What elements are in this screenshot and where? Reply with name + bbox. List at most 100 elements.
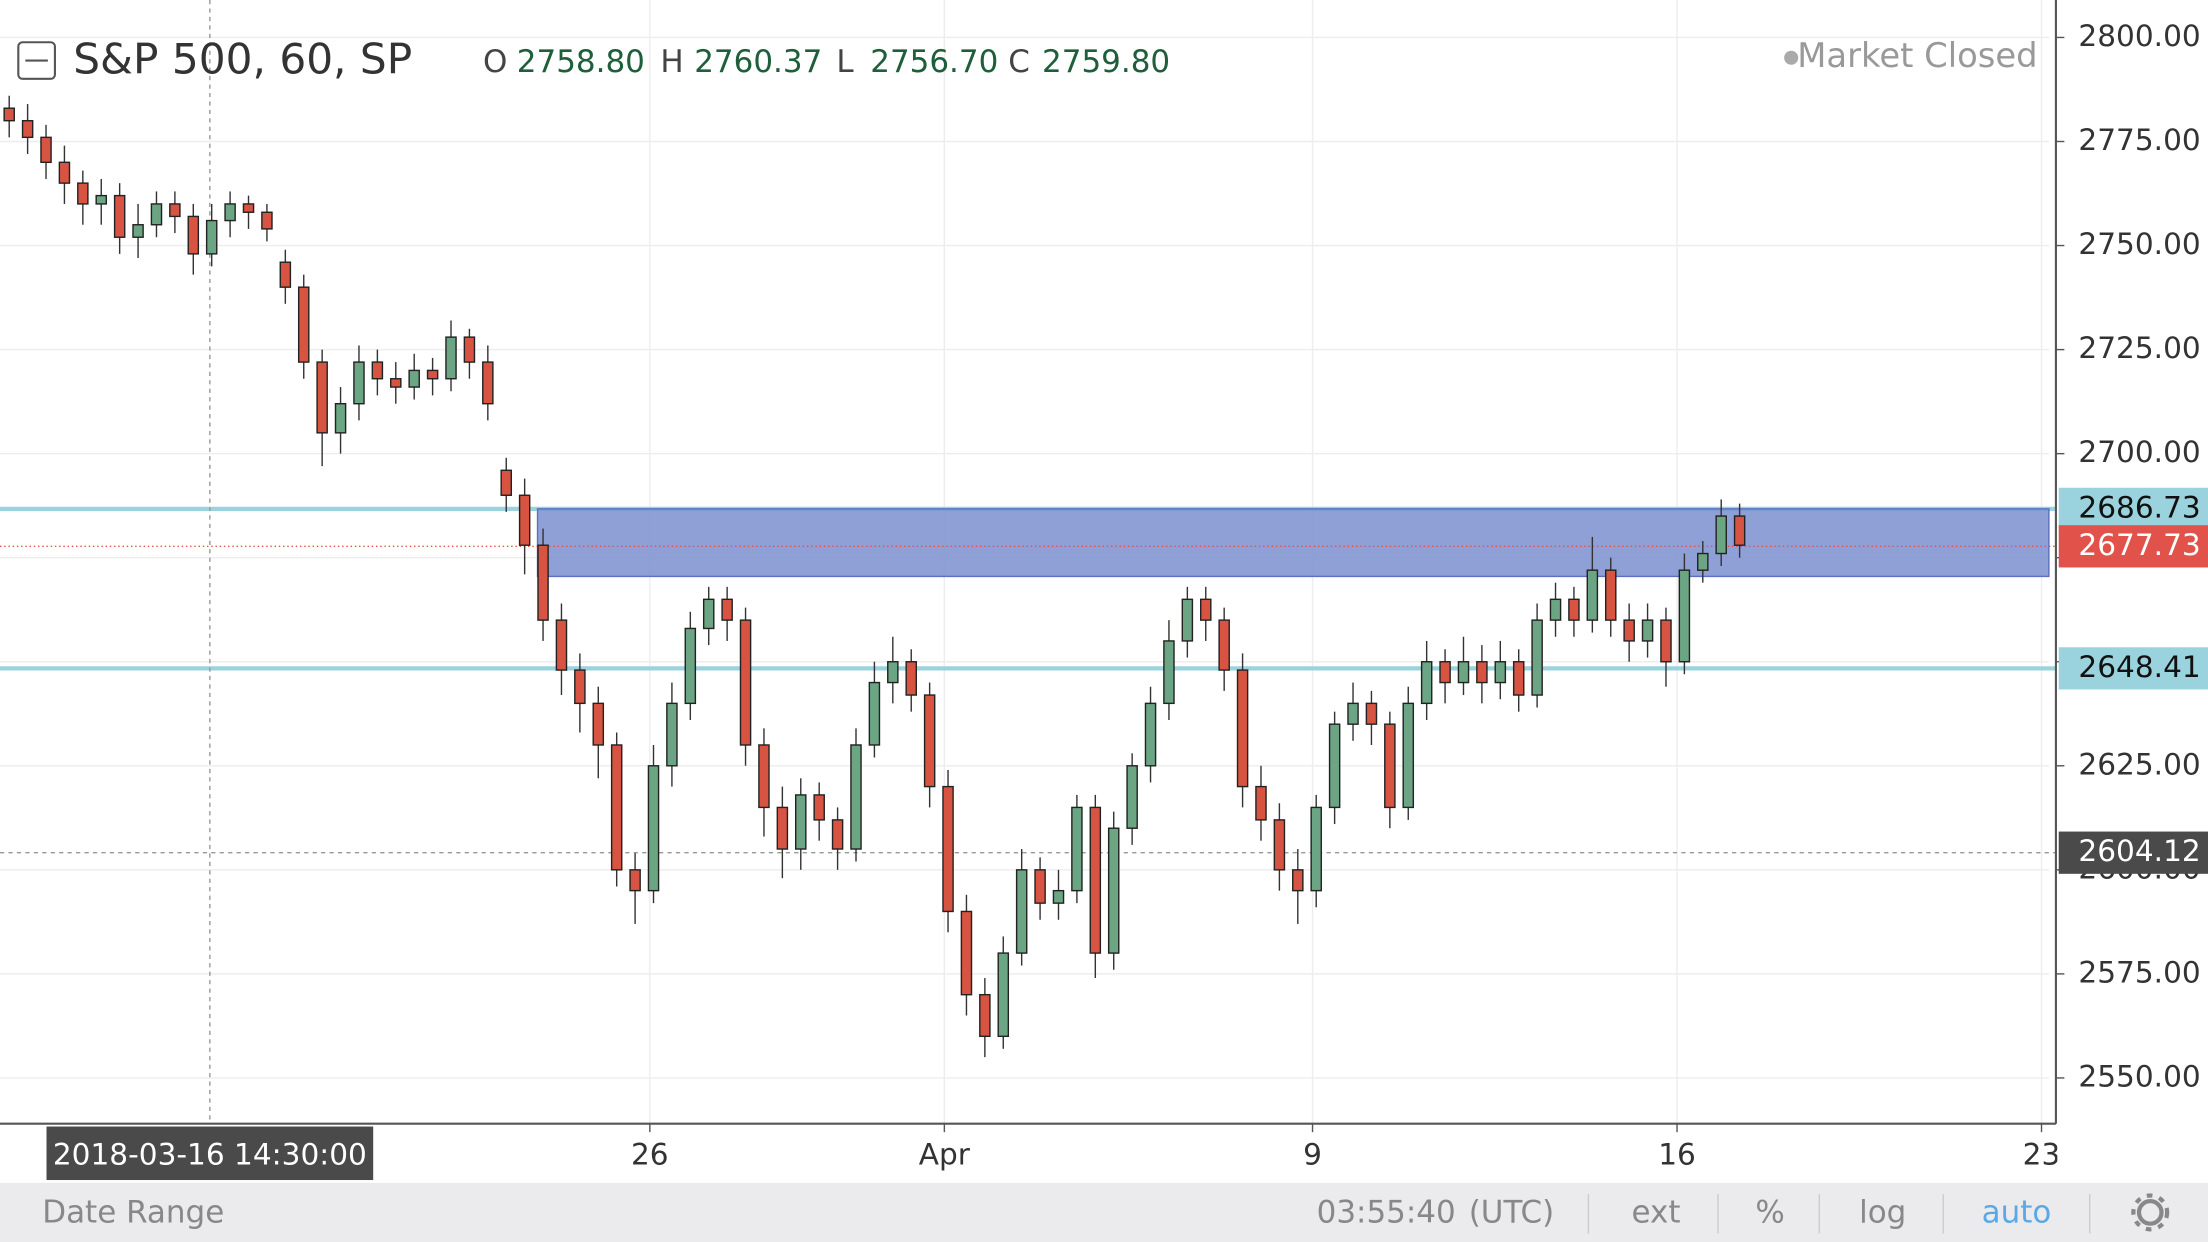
candle-body [555,619,568,671]
candle-body [850,744,862,850]
candle-body [58,161,71,184]
candle-body [1402,702,1415,809]
plot [0,0,2056,1124]
ohlc-key: L [836,44,854,80]
candle-body [1107,827,1120,954]
candle-body [261,211,273,230]
candle-body [1181,598,1194,642]
timezone[interactable]: (UTC) [1469,1194,1555,1230]
candle-body [684,627,697,705]
ohlc-legend: O 2758.80 H 2760.37 L 2756.70 C 2759.80 [483,44,1170,80]
symbol-title: S&P 500, 60, SP [73,34,412,83]
candle-body [795,794,807,850]
settings-button[interactable] [2131,1193,2170,1232]
candle-body [408,369,420,388]
y-tick-label: 2800.00 [2078,19,2200,53]
candle-body [574,669,586,705]
candle-body [390,378,402,388]
crosshair-price-label: 2604.12 [2078,834,2200,868]
ohlc-value: 2758.80 [517,44,645,80]
x-tick-label: 9 [1303,1138,1322,1172]
crosshair-time-label: 2018-03-16 14:30:00 [53,1138,367,1172]
y-tick-label: 2575.00 [2078,955,2200,989]
date-range-button[interactable]: Date Range [42,1194,224,1230]
candle-body [942,785,954,913]
y-tick-label: 2700.00 [2078,435,2200,469]
candle-body [647,765,660,892]
candle-body [40,136,52,164]
candle-body [205,219,218,255]
candle-body [1697,552,1709,571]
ext-button[interactable]: ext [1632,1194,1681,1230]
candle-body [923,694,936,788]
ohlc-value: 2760.37 [694,44,822,80]
percent-button[interactable]: % [1755,1194,1784,1230]
x-tick-label: 16 [1658,1138,1696,1172]
x-tick-label: 23 [2023,1138,2061,1172]
candle-body [592,702,605,746]
candle-body [1071,806,1083,892]
candle-body [1604,569,1617,621]
gear [2136,1199,2164,1226]
axis-corner [2057,1125,2208,1183]
collapse-icon[interactable] [17,41,56,80]
candle-body [169,203,181,218]
candle-body [629,869,641,892]
overlay: 2550.002575.002600.002625.002650.002675.… [0,0,2208,1183]
candle-body [1255,785,1267,821]
candle-body [1568,598,1580,621]
last-price-label-box [2058,525,2208,568]
candle-body [1512,661,1525,696]
ohlc-value: 2756.70 [870,44,998,80]
candle-body [21,119,34,139]
gear-teeth [2131,1193,2170,1232]
ohlc-key: H [660,44,683,80]
candle-body [1476,661,1488,684]
candle-body [1126,765,1138,829]
candle-body [482,361,494,405]
candle-body [279,261,292,288]
last-price-label: 2677.73 [2078,528,2200,562]
candle-body [242,203,255,213]
candle-body [997,952,1010,1038]
candle-body [887,661,899,684]
candle-body [1034,869,1046,904]
candle-body [1457,661,1470,684]
candle-body [518,494,531,546]
level-label-box [2058,647,2208,690]
x-tick-label: Apr [919,1138,971,1172]
candle-body [1328,723,1341,809]
candle-body [979,993,991,1038]
candle-body [1384,723,1396,809]
crosshair-time-box [46,1126,374,1181]
status-dot [1784,50,1799,65]
y-tick-label: 2625.00 [2078,747,2200,781]
ohlc-key: C [1008,44,1030,80]
candle-body [224,203,236,222]
candle-body [77,182,89,205]
candle-body [758,744,770,809]
y-tick-label: 2750.00 [2078,227,2200,261]
candle-body [1678,569,1691,663]
candle-body [610,744,623,871]
y-tick-label: 2725.00 [2078,331,2200,365]
candle-body [463,336,476,363]
candle-body [1310,806,1322,892]
candle-body [1365,702,1378,725]
y-tick-label: 2550.00 [2078,1059,2200,1093]
candle-body [1347,702,1359,725]
candle-body [1144,702,1157,767]
candle-body [297,286,310,363]
auto-button[interactable]: auto [1982,1194,2052,1230]
candle-body [702,598,715,630]
candle-body [353,361,365,405]
candle-body [813,794,825,821]
candle-body [960,910,973,996]
candle-body [1218,619,1230,671]
ohlc-key: O [483,44,507,80]
candle-body [537,544,549,621]
log-button[interactable]: log [1859,1194,1906,1230]
